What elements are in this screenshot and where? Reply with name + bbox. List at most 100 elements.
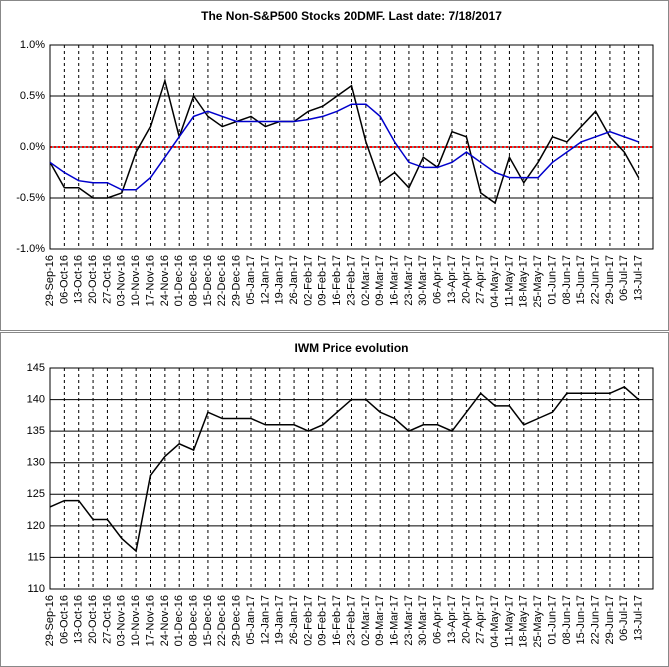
x-tick-label: 27-Oct-16	[101, 595, 113, 644]
x-tick-label: 23-Mar-17	[403, 595, 415, 646]
x-tick-label: 18-May-17	[518, 595, 530, 648]
x-tick-label: 19-Jan-17	[274, 255, 286, 305]
x-tick-label: 25-May-17	[532, 595, 544, 648]
x-tick-label: 02-Mar-17	[360, 255, 372, 306]
y-tick-label: 1.0%	[20, 39, 45, 51]
x-tick-label: 29-Jun-17	[604, 595, 616, 645]
x-tick-label: 24-Nov-16	[159, 595, 171, 646]
y-tick-label: 120	[27, 520, 45, 532]
x-tick-label: 09-Mar-17	[374, 255, 386, 306]
x-tick-label: 26-Jan-17	[288, 595, 300, 645]
x-tick-label: 25-May-17	[532, 255, 544, 308]
x-tick-label: 09-Feb-17	[317, 595, 329, 646]
y-tick-label: 0.0%	[20, 141, 45, 153]
series-line	[49, 77, 640, 205]
x-tick-label: 17-Nov-16	[144, 595, 156, 646]
chart-title: The Non-S&P500 Stocks 20DMF. Last date: …	[201, 9, 502, 23]
y-tick-label: 135	[27, 425, 45, 437]
panel	[0, 332, 669, 667]
x-tick-label: 08-Jun-17	[561, 255, 573, 305]
y-tick-label: -1.0%	[16, 243, 45, 255]
x-tick-label: 13-Apr-17	[446, 595, 458, 644]
x-tick-label: 11-May-17	[503, 255, 515, 307]
x-tick-label: 29-Sep-16	[44, 255, 56, 306]
x-tick-label: 27-Apr-17	[475, 255, 487, 304]
x-tick-label: 10-Nov-16	[130, 255, 142, 306]
x-tick-label: 12-Jan-17	[259, 595, 271, 645]
x-tick-label: 08-Dec-16	[187, 595, 199, 646]
x-tick-label: 30-Mar-17	[417, 595, 429, 646]
x-tick-label: 15-Jun-17	[575, 595, 587, 645]
x-tick-label: 22-Jun-17	[589, 255, 601, 305]
x-tick-label: 08-Dec-16	[187, 255, 199, 306]
x-tick-label: 29-Dec-16	[231, 255, 243, 306]
x-tick-label: 18-May-17	[518, 255, 530, 308]
x-tick-label: 06-Oct-16	[58, 255, 70, 304]
x-tick-label: 01-Jun-17	[546, 595, 558, 645]
x-tick-label: 13-Apr-17	[446, 255, 458, 304]
x-tick-label: 19-Jan-17	[274, 595, 286, 645]
x-tick-label: 16-Mar-17	[388, 255, 400, 306]
x-tick-label: 16-Feb-17	[331, 255, 343, 306]
x-tick-label: 01-Jun-17	[546, 255, 558, 305]
x-tick-label: 13-Jul-17	[633, 255, 645, 301]
x-tick-label: 02-Feb-17	[302, 595, 314, 646]
x-tick-label: 15-Jun-17	[575, 255, 587, 305]
x-tick-label: 06-Apr-17	[432, 595, 444, 644]
x-tick-label: 16-Feb-17	[331, 595, 343, 646]
y-tick-label: 115	[27, 551, 45, 563]
x-tick-label: 29-Sep-16	[44, 595, 56, 646]
x-tick-label: 08-Jun-17	[561, 595, 573, 645]
x-tick-label: 12-Jan-17	[259, 255, 271, 305]
x-tick-label: 13-Oct-16	[73, 255, 85, 304]
x-tick-label: 09-Mar-17	[374, 595, 386, 646]
x-tick-label: 15-Dec-16	[202, 595, 214, 646]
x-tick-label: 20-Oct-16	[87, 255, 99, 304]
x-tick-label: 06-Jul-17	[618, 255, 630, 301]
x-tick-label: 23-Feb-17	[345, 595, 357, 646]
x-tick-label: 01-Dec-16	[173, 595, 185, 646]
x-tick-label: 29-Jun-17	[604, 255, 616, 305]
x-tick-label: 11-May-17	[503, 595, 515, 647]
x-tick-label: 05-Jan-17	[245, 255, 257, 305]
y-tick-label: 110	[27, 583, 45, 595]
x-tick-label: 06-Apr-17	[432, 255, 444, 304]
x-tick-label: 04-May-17	[489, 255, 501, 308]
x-tick-label: 09-Feb-17	[317, 255, 329, 306]
x-tick-label: 13-Oct-16	[73, 595, 85, 644]
x-tick-label: 29-Dec-16	[231, 595, 243, 646]
x-tick-label: 02-Mar-17	[360, 595, 372, 646]
x-tick-label: 27-Oct-16	[101, 255, 113, 304]
plot-area	[49, 367, 654, 590]
x-tick-label: 06-Jul-17	[618, 595, 630, 641]
y-tick-label: 130	[27, 457, 45, 469]
x-tick-label: 22-Dec-16	[216, 595, 228, 646]
x-tick-label: 24-Nov-16	[159, 255, 171, 306]
x-tick-label: 22-Jun-17	[589, 595, 601, 645]
x-tick-label: 13-Jul-17	[633, 595, 645, 641]
x-tick-label: 03-Nov-16	[116, 595, 128, 646]
panel	[0, 0, 669, 331]
x-tick-label: 17-Nov-16	[144, 255, 156, 306]
x-tick-label: 01-Dec-16	[173, 255, 185, 306]
x-tick-label: 05-Jan-17	[245, 595, 257, 645]
x-tick-label: 20-Apr-17	[460, 595, 472, 644]
x-tick-label: 22-Dec-16	[216, 255, 228, 306]
y-tick-label: 0.5%	[20, 90, 45, 102]
x-tick-label: 30-Mar-17	[417, 255, 429, 306]
chart-title: IWM Price evolution	[294, 341, 408, 355]
x-tick-label: 23-Mar-17	[403, 255, 415, 306]
x-tick-label: 04-May-17	[489, 595, 501, 648]
x-tick-label: 23-Feb-17	[345, 255, 357, 306]
series-line	[49, 103, 639, 191]
x-tick-label: 20-Oct-16	[87, 595, 99, 644]
y-tick-label: 145	[27, 362, 45, 374]
plot-area	[49, 44, 654, 250]
x-tick-label: 10-Nov-16	[130, 595, 142, 646]
x-tick-label: 26-Jan-17	[288, 255, 300, 305]
y-tick-label: 125	[27, 488, 45, 500]
x-tick-label: 16-Mar-17	[388, 595, 400, 646]
x-tick-label: 02-Feb-17	[302, 255, 314, 306]
x-tick-label: 15-Dec-16	[202, 255, 214, 306]
